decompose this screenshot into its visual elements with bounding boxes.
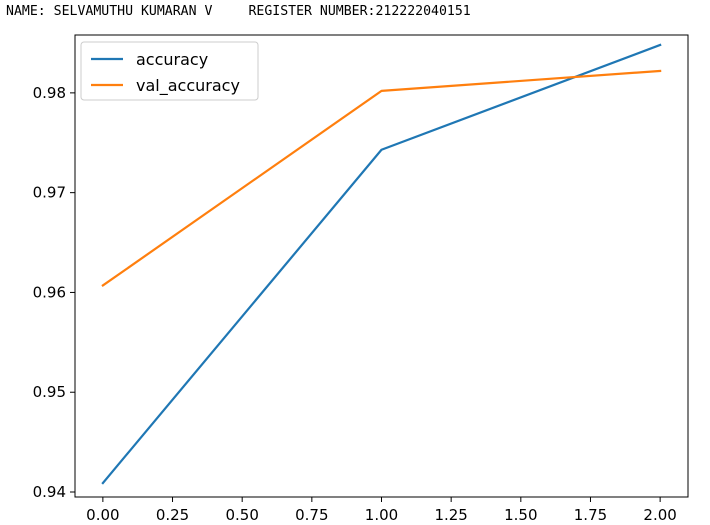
y-tick-label: 0.95 <box>33 383 66 401</box>
series-line-val-accuracy <box>101 69 662 287</box>
student-name: NAME: SELVAMUTHU KUMARAN V <box>6 4 213 19</box>
y-tick-label: 0.98 <box>33 84 66 102</box>
x-tick-label: 2.00 <box>643 506 676 524</box>
x-tick-label: 0.50 <box>225 506 258 524</box>
plot-area <box>74 34 689 498</box>
x-tick-label: 1.50 <box>504 506 537 524</box>
y-tick-label: 0.96 <box>33 283 66 301</box>
header: NAME: SELVAMUTHU KUMARAN V REGISTER NUMBE… <box>6 3 471 21</box>
x-tick-label: 0.00 <box>86 506 119 524</box>
y-axis: 0.94 0.95 0.96 0.97 0.98 <box>33 84 75 501</box>
series-lines <box>101 43 662 485</box>
x-axis: 0.00 0.25 0.50 0.75 1.00 1.25 1.50 1.75 2.00 <box>86 497 677 524</box>
legend-label: accuracy <box>136 50 208 69</box>
legend-box <box>80 41 259 101</box>
x-tick-label: 1.00 <box>365 506 398 524</box>
series-line-accuracy <box>101 43 662 485</box>
legend: accuracy val_accuracy <box>80 41 259 101</box>
x-tick-label: 0.75 <box>295 506 328 524</box>
y-tick-label: 0.94 <box>33 483 66 501</box>
register-number: REGISTER NUMBER:212222040151 <box>248 4 471 19</box>
x-tick-label: 1.25 <box>434 506 467 524</box>
x-tick-label: 0.25 <box>156 506 189 524</box>
x-tick-label: 1.75 <box>574 506 607 524</box>
y-tick-label: 0.97 <box>33 184 66 202</box>
legend-label: val_accuracy <box>136 76 240 96</box>
